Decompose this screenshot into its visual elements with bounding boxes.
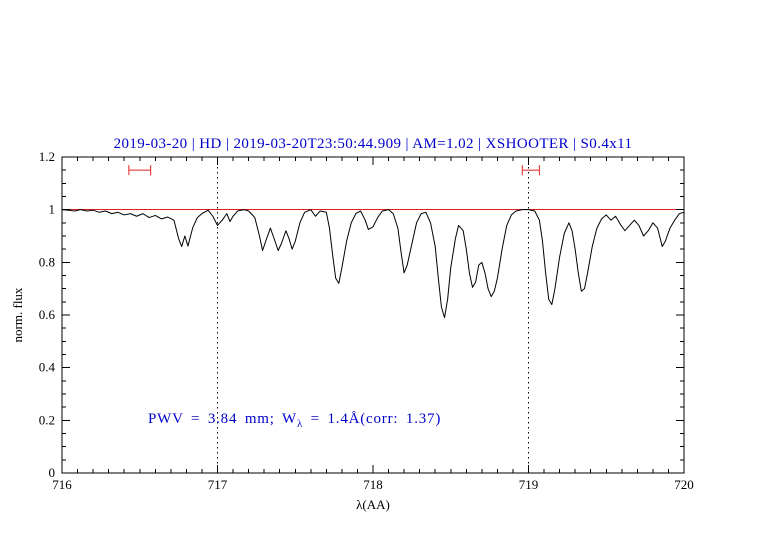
annotation-text-suffix: = 1.4Å(corr: 1.37) [303,411,442,427]
y-tick-label: 0.2 [39,412,55,427]
y-axis-label: norm. flux [10,287,25,343]
x-tick-label: 716 [52,477,72,492]
annotation-text-prefix: PWV = 3.84 mm; W [148,411,297,427]
x-tick-label: 720 [674,477,694,492]
pwv-annotation: PWV = 3.84 mm; Wλ = 1.4Å(corr: 1.37) [148,411,441,430]
x-axis-label: λ(AA) [356,497,390,512]
x-tick-label: 718 [363,477,383,492]
y-tick-label: 1 [49,202,56,217]
y-tick-label: 0.6 [39,307,56,322]
y-tick-label: 0 [49,465,56,480]
y-tick-label: 0.8 [39,254,55,269]
annotation-lambda-subscript: λ [296,418,304,430]
spectrum-line [61,209,685,319]
y-tick-label: 1.2 [39,149,55,164]
x-tick-label: 717 [208,477,228,492]
plot-title: 2019-03-20 | HD | 2019-03-20T23:50:44.90… [113,136,633,152]
y-tick-label: 0.4 [39,360,56,375]
x-tick-label: 719 [519,477,539,492]
